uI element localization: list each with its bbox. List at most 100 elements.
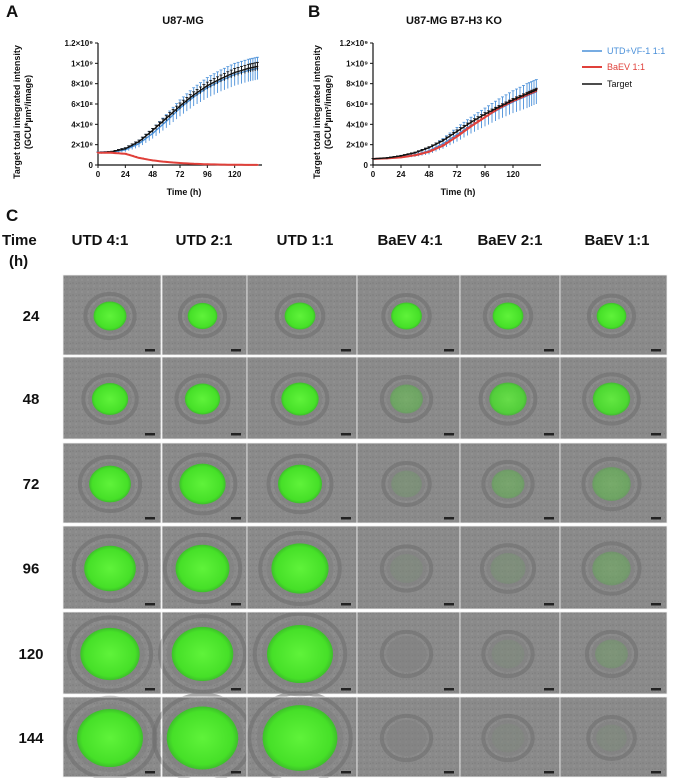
chart-b-point — [386, 156, 388, 159]
scale-bar — [145, 771, 155, 774]
spheroid-halo — [481, 713, 535, 763]
chart-b-xtick-label: 24 — [397, 170, 406, 179]
fluorescent-spheroid — [390, 553, 423, 584]
spheroid-halo — [174, 373, 231, 425]
chart-b-point — [442, 144, 444, 147]
chart-b-point — [428, 146, 430, 149]
chart-b-point — [428, 150, 430, 153]
scale-bar — [145, 688, 155, 691]
spheroid-halo — [581, 456, 642, 512]
grid-cell — [559, 274, 668, 356]
chart-b-point — [456, 135, 458, 138]
scale-bar — [231, 603, 241, 606]
fluorescent-spheroid — [184, 383, 221, 415]
grid-cell — [459, 696, 561, 778]
scale-bar — [651, 688, 661, 691]
row-label-120: 120 — [18, 646, 43, 663]
cell-border — [559, 274, 668, 356]
grid-cell — [559, 611, 668, 695]
fluorescent-spheroid — [489, 382, 527, 416]
chart-b-ytick-label: 1.2×10⁹ — [340, 39, 369, 48]
chart-a-ytick-label: 1×10⁹ — [71, 59, 93, 68]
chart-a-point — [179, 105, 181, 107]
grid-cell — [161, 442, 248, 524]
chart-a-point — [256, 65, 259, 68]
chart-b-ytick-label: 8×10⁸ — [346, 80, 368, 89]
spheroid-halo — [258, 531, 342, 606]
grid-row-labels: 24 48 72 96 120 144 — [18, 308, 44, 747]
grid-cell — [62, 611, 162, 695]
fluorescent-spheroid — [166, 706, 239, 770]
grid-cell — [356, 356, 461, 440]
chart-b-line — [372, 89, 537, 160]
spheroid-halo — [381, 461, 432, 507]
scale-bar — [651, 433, 661, 436]
chart-a-point — [124, 152, 127, 155]
chart-b-ytick-label: 4×10⁸ — [346, 120, 368, 129]
chart-b-point — [414, 151, 416, 154]
chart-b-ylabel-line1: Target total integrated intensity — [312, 45, 322, 179]
grid-cell — [459, 356, 561, 440]
grid-cell — [459, 611, 561, 695]
grid-cell — [559, 696, 668, 778]
column-header-baev-2-1: BaEV 2:1 — [477, 232, 542, 249]
grid-column-headers: UTD 4:1 UTD 2:1 UTD 1:1 BaEV 4:1 BaEV 2:1 BaE… — [72, 232, 650, 249]
chart-b-point — [470, 121, 472, 124]
column-header-baev-1-1: BaEV 1:1 — [584, 232, 649, 249]
chart-b-xtick-label: 120 — [506, 170, 520, 179]
chart-a-point — [247, 67, 250, 70]
row-label-48: 48 — [23, 391, 40, 408]
chart-a-ytick-label: 6×10⁸ — [71, 100, 93, 109]
chart-a-xlabel: Time (h) — [167, 187, 202, 197]
panel-letter-c: C — [6, 206, 18, 225]
chart-b-ytick-label: 1×10⁹ — [346, 59, 368, 68]
cell-border — [559, 356, 668, 440]
fluorescent-spheroid — [592, 467, 631, 501]
chart-b-point — [442, 142, 444, 145]
chart-a-point — [124, 147, 127, 150]
chart-b-point — [414, 154, 416, 157]
grid-cell — [161, 274, 248, 356]
chart-a-ylabel-line2: (GCU*µm²/image) — [23, 75, 33, 149]
grid-cell — [62, 356, 162, 440]
chart-a-point — [233, 71, 236, 74]
chart-b-point — [484, 116, 486, 119]
chart-b: U87-MG B7-H3 KO Target total integrated … — [312, 15, 541, 197]
scale-bar — [544, 771, 554, 774]
chart-a-point — [165, 120, 168, 123]
fluorescent-spheroid — [267, 624, 333, 684]
spheroid-halo — [481, 629, 535, 679]
scale-bar — [651, 349, 661, 352]
chart-b-point — [442, 139, 444, 142]
spheroid-halo — [586, 293, 637, 339]
chart-a-plot: 0 2×10⁸ 4×10⁸ 6×10⁸ 8×10⁸ 1×10⁹ 1.2×10⁹ 0 24 48 72… — [65, 39, 262, 179]
chart-b-ytick-label: 0 — [364, 161, 369, 170]
chart-a-series-target — [96, 61, 259, 154]
chart-b-point — [498, 106, 500, 108]
chart-b-point — [400, 156, 402, 159]
scale-bar — [544, 433, 554, 436]
cell-border — [559, 611, 668, 695]
spheroid-halo — [584, 629, 639, 679]
chart-b-point — [400, 154, 402, 157]
grid-cell — [161, 525, 248, 610]
grid-cell — [559, 442, 668, 524]
grid-cell — [356, 525, 461, 610]
fluorescent-spheroid — [491, 469, 525, 499]
chart-a-point — [138, 156, 140, 159]
scale-bar — [444, 517, 454, 520]
row-label-144: 144 — [18, 730, 44, 747]
spheroid-body — [386, 720, 427, 756]
cell-border — [62, 696, 162, 778]
scale-bar — [341, 771, 351, 774]
scale-bar — [544, 349, 554, 352]
grid-cell — [161, 356, 248, 440]
chart-a-point — [151, 159, 154, 162]
chart-b-series-utd-vf-1-1-1 — [371, 79, 538, 160]
grid-cell — [62, 442, 162, 524]
spheroid-halo — [71, 534, 149, 603]
legend-label-utd: UTD+VF-1 1:1 — [607, 46, 665, 56]
spheroid-halo — [379, 374, 434, 424]
scale-bar — [145, 349, 155, 352]
